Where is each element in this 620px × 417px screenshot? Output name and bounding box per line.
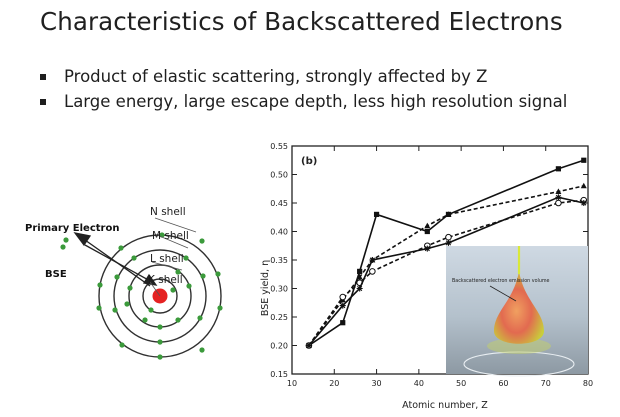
- y-tick-label: 0.25: [270, 313, 288, 322]
- electron: [183, 255, 189, 261]
- electron: [142, 317, 148, 323]
- y-tick-label: 0.30: [270, 285, 288, 294]
- bse-label: BSE: [45, 269, 67, 280]
- data-point-series-2: [424, 222, 431, 229]
- electron: [199, 238, 205, 244]
- electron: [170, 287, 176, 293]
- x-axis-title: Atomic number, Z: [402, 400, 488, 411]
- x-tick-label: 20: [329, 379, 339, 388]
- electron: [63, 237, 69, 243]
- electron: [157, 324, 163, 330]
- inset-label: Backscattered electron emission volume: [452, 278, 550, 284]
- x-tick-label: 50: [456, 379, 466, 388]
- bse-yield-chart: BSE yield, η Atomic number, Z (b) 0.15 0.…: [260, 142, 593, 411]
- data-point-series-4: [580, 200, 587, 206]
- y-tick-label: 0.45: [270, 199, 288, 208]
- electron: [60, 244, 66, 250]
- y-tick-label: 0.15: [270, 370, 288, 379]
- interaction-volume: [494, 271, 544, 344]
- bullet-list: Product of elastic scattering, strongly …: [40, 64, 567, 114]
- y-tick-label: 0.35: [270, 256, 288, 265]
- bullet-item: Product of elastic scattering, strongly …: [40, 64, 567, 89]
- electron: [112, 307, 118, 313]
- bullet-item: Large energy, large escape depth, less h…: [40, 89, 567, 114]
- electron: [131, 255, 137, 261]
- data-point-series-2: [445, 211, 452, 217]
- bullet-text: Large energy, large escape depth, less h…: [64, 92, 568, 111]
- electron: [96, 305, 102, 311]
- x-tick-label: 40: [414, 379, 424, 388]
- x-tick-label: 70: [541, 379, 551, 388]
- electron: [124, 301, 130, 307]
- data-point-series-4: [555, 194, 562, 201]
- data-point-series-4: [305, 342, 312, 349]
- data-point-series-3: [445, 233, 452, 241]
- electron: [197, 315, 203, 321]
- data-point-series-4: [339, 302, 346, 309]
- data-point-series-1: [581, 157, 587, 163]
- primary-electron-label: Primary Electron: [25, 223, 119, 234]
- x-tick-label: 60: [498, 379, 508, 388]
- k-shell-orbit: [142, 278, 178, 314]
- electron: [118, 245, 124, 251]
- electron: [175, 317, 181, 323]
- data-point-series-1: [340, 320, 346, 326]
- y-axis-title: BSE yield, η: [260, 260, 271, 316]
- bullet-text: Product of elastic scattering, strongly …: [64, 67, 488, 86]
- electron: [157, 354, 163, 360]
- electron: [148, 307, 154, 313]
- data-point-series-3: [555, 199, 562, 207]
- data-point-series-3: [339, 293, 347, 301]
- slide-title: Characteristics of Backscattered Electro…: [40, 7, 563, 36]
- data-point-series-2: [356, 273, 363, 280]
- series-line-1: [308, 159, 585, 347]
- data-point-series-2: [580, 182, 587, 189]
- electron: [97, 282, 103, 288]
- electron: [186, 283, 192, 289]
- l-shell-label: L shell: [150, 253, 184, 265]
- series-line-4: [308, 196, 584, 347]
- primary-arrow-head: [142, 273, 158, 286]
- data-point-series-3: [369, 268, 376, 275]
- y-tick-label: 0.55: [270, 142, 288, 151]
- data-point-series-4: [369, 257, 376, 263]
- electron: [200, 273, 206, 279]
- m-shell-label: M shell: [152, 230, 189, 242]
- atom-diagram: N shell M shell L shell K shell Primary …: [25, 206, 223, 360]
- bullet-square-icon: [40, 99, 46, 105]
- data-point-series-1: [555, 166, 561, 172]
- bullet-square-icon: [40, 74, 46, 80]
- data-point-series-2: [555, 188, 562, 194]
- electron: [119, 342, 125, 348]
- x-tick-label: 80: [583, 379, 593, 388]
- data-point-series-1: [357, 268, 363, 274]
- electron: [175, 269, 181, 275]
- y-tick-label: 0.50: [270, 171, 288, 180]
- k-shell-label: K shell: [148, 274, 183, 286]
- n-shell-label: N shell: [150, 206, 186, 218]
- electron: [217, 305, 223, 311]
- x-tick-label: 30: [371, 379, 381, 388]
- bse-arrow-head: [73, 232, 92, 247]
- x-tick-label: 10: [287, 379, 297, 388]
- y-tick-label: 0.40: [270, 228, 288, 237]
- electron: [215, 271, 221, 277]
- electron: [114, 274, 120, 280]
- data-point-series-4: [445, 239, 452, 246]
- panel-label: (b): [301, 156, 317, 167]
- data-point-series-4: [356, 285, 363, 292]
- data-point-series-1: [373, 211, 380, 217]
- drop-shadow: [487, 338, 551, 354]
- data-point-series-4: [424, 245, 431, 252]
- data-point-series-1: [424, 228, 430, 235]
- electron: [199, 347, 205, 353]
- label-leader: [489, 285, 517, 302]
- electron: [127, 285, 133, 291]
- electron: [157, 339, 163, 345]
- y-tick-label: 0.20: [270, 342, 288, 351]
